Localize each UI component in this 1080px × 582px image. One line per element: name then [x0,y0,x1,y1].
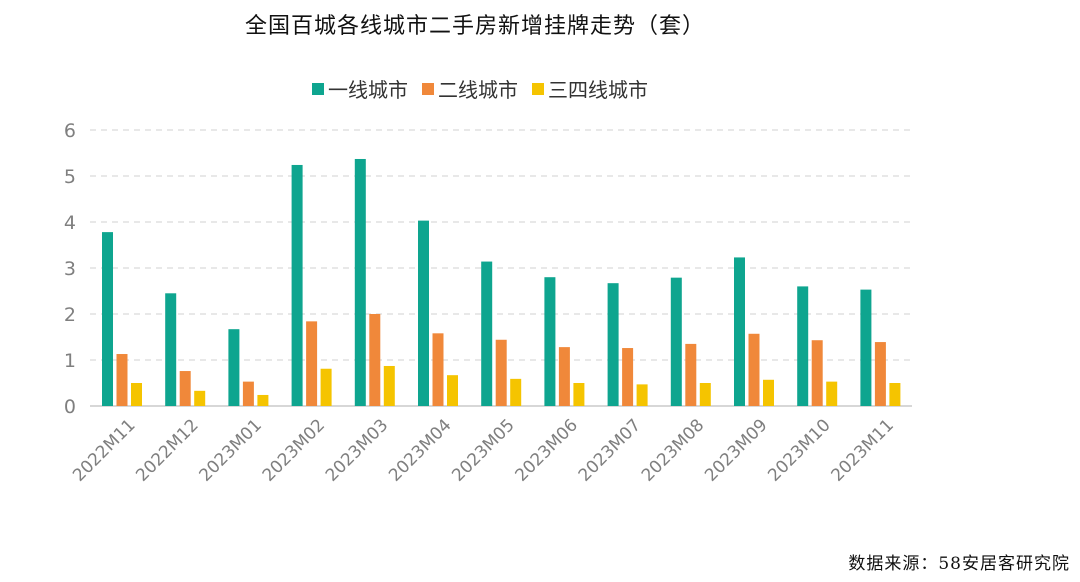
bar-tier34 [257,394,269,406]
bar-tier1 [734,257,745,406]
chart-legend: 一线城市 二线城市 三四线城市 [0,74,960,103]
bar-tier1 [165,293,177,406]
x-tick-label: 2023M07 [575,415,645,485]
legend-label-tier34: 三四线城市 [548,78,648,102]
legend-item-tier1: 一线城市 [312,74,408,103]
x-tick-label: 2023M04 [385,415,455,485]
bar-tier34 [889,383,901,406]
legend-swatch-tier1 [312,82,324,95]
bar-tier2 [179,371,191,406]
bar-tier2 [558,347,570,406]
bar-tier2 [811,340,823,406]
legend-label-tier2: 二线城市 [438,78,518,102]
bar-tier1 [102,232,113,406]
bar-tier2 [748,333,760,406]
bar-tier34 [763,379,774,406]
bar-tier34 [131,383,142,406]
bar-tier1 [544,277,556,406]
legend-label-tier1: 一线城市 [328,78,408,102]
bar-tier2 [242,381,254,406]
legend-swatch-tier2 [422,82,434,95]
bar-tier2 [369,314,381,406]
bar-tier2 [685,343,697,406]
bar-tier2 [116,354,128,406]
y-tick-label: 5 [64,166,76,188]
bar-tier34 [447,375,458,406]
chart-title: 全国百城各线城市二手房新增挂牌走势（套） [244,14,705,39]
bar-tier1 [481,261,493,406]
bar-tier34 [194,390,206,406]
bar-tier1 [418,220,429,406]
y-tick-label: 0 [64,396,76,418]
x-tick-label: 2023M11 [828,415,898,485]
x-tick-label: 2023M10 [764,415,834,485]
y-tick-label: 3 [64,258,76,280]
legend-item-tier34: 三四线城市 [532,74,648,103]
bar-tier34 [699,383,711,406]
y-tick-label: 6 [64,120,76,142]
bar-tier2 [495,339,507,406]
bar-tier1 [228,329,240,406]
bar-tier34 [320,368,332,406]
bar-tier1 [354,158,366,406]
bar-tier2 [874,342,886,406]
bar-tier34 [636,384,648,406]
x-tick-label: 2023M05 [448,415,518,485]
bar-tier34 [573,383,585,406]
bar-tier1 [607,283,619,406]
y-tick-label: 2 [64,304,76,326]
x-tick-label: 2022M11 [69,415,139,485]
bar-tier1 [670,277,682,406]
bar-tier2 [432,333,444,406]
bar-tier34 [826,381,838,406]
x-tick-label: 2023M01 [196,415,266,485]
x-tick-label: 2023M03 [322,415,392,485]
bar-tier1 [860,289,872,406]
source-note: 数据来源：58安居客研究院 [848,554,1070,574]
legend-swatch-tier34 [532,82,544,95]
bar-tier1 [797,286,809,406]
y-tick-label: 1 [64,350,76,372]
legend-item-tier2: 二线城市 [422,74,518,103]
bar-tier34 [383,365,395,406]
x-tick-label: 2022M12 [132,415,202,485]
x-tick-label: 2023M06 [512,415,582,485]
bar-tier1 [291,164,303,406]
x-tick-label: 2023M08 [638,415,708,485]
bar-tier2 [622,348,634,406]
x-tick-label: 2023M02 [259,415,329,485]
y-tick-label: 4 [64,212,76,234]
x-tick-label: 2023M09 [701,415,771,485]
bar-tier34 [510,378,522,406]
bar-tier2 [306,321,318,406]
